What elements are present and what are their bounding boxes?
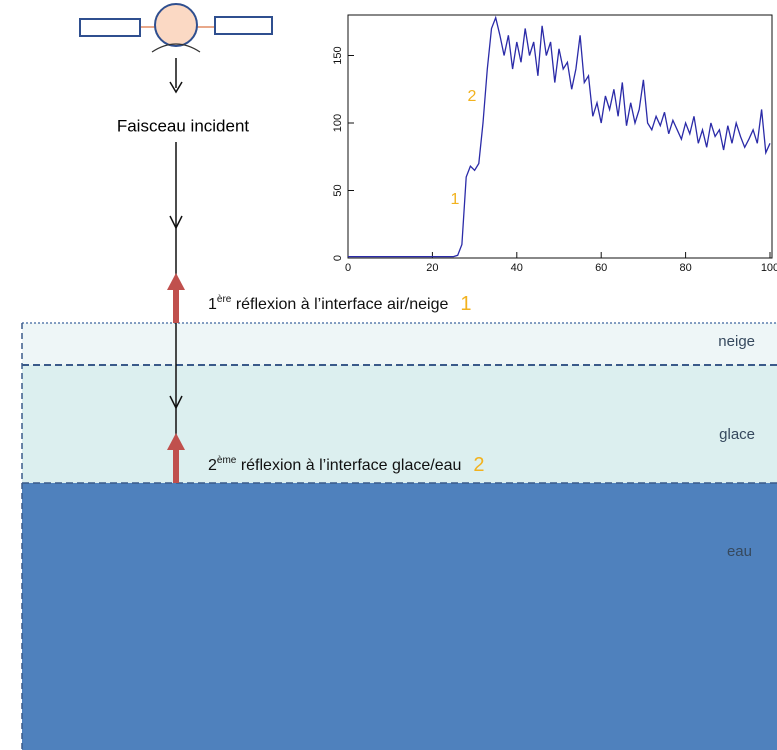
x-tick-label: 100 <box>761 262 777 274</box>
arrowhead <box>169 81 183 94</box>
ice-layer <box>22 365 777 483</box>
waveform-chart: 0 20 40 60 80 100 0 50 100 150 1 2 <box>332 15 777 274</box>
beam-label: Faisceau incident <box>117 116 250 135</box>
ordinal: 2 <box>208 457 217 474</box>
y-tick-label: 0 <box>332 255 344 261</box>
x-tick-label: 40 <box>511 262 523 274</box>
arrowhead <box>167 433 185 450</box>
layer-label: neige <box>718 333 755 350</box>
x-tick-label: 20 <box>426 262 438 274</box>
snow-layer <box>22 323 777 365</box>
x-tick-label: 0 <box>345 262 351 274</box>
text: réflexion à l’interface air/neige <box>236 296 449 313</box>
marker: 2 <box>473 454 484 476</box>
y-tick-label: 50 <box>332 184 344 196</box>
reflection-text: 2ème réflexion à l’interface glace/eau 2 <box>208 454 485 476</box>
marker: 1 <box>460 293 471 315</box>
reflection-text: 1ère réflexion à l’interface air/neige 1 <box>208 293 472 315</box>
satellite-icon <box>79 3 273 53</box>
arrowhead <box>169 215 183 230</box>
arrowhead <box>169 395 183 410</box>
arrowhead <box>167 273 185 290</box>
layer-label: glace <box>719 426 755 443</box>
annotation: 2 <box>468 88 477 105</box>
x-tick-label: 80 <box>679 262 691 274</box>
y-tick-label: 100 <box>332 114 344 132</box>
water-layer <box>22 483 777 750</box>
ordinal: 1 <box>208 296 217 313</box>
superscript: ème <box>217 455 237 466</box>
superscript: ère <box>217 294 232 305</box>
x-tick-label: 60 <box>595 262 607 274</box>
waveform-line <box>348 15 771 258</box>
annotation: 1 <box>451 191 460 208</box>
y-tick-label: 150 <box>332 46 344 64</box>
text: réflexion à l’interface glace/eau <box>241 457 462 474</box>
layer-label: eau <box>727 543 752 560</box>
